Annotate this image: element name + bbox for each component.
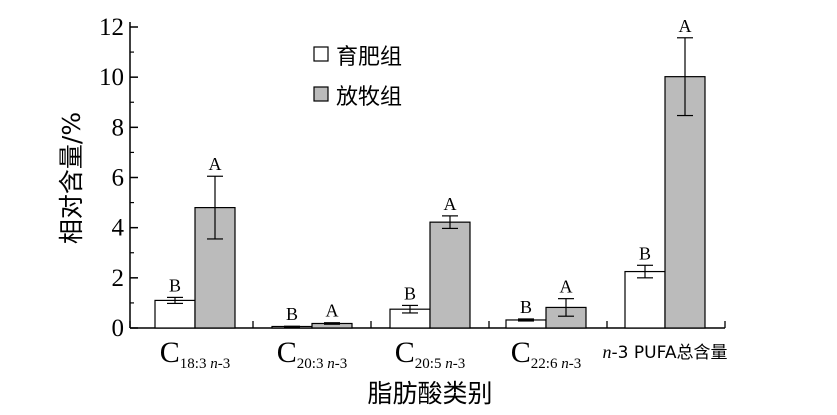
y-tick-label-4: 4 [112,215,125,242]
sig-label-s1-c1: B [169,275,181,295]
legend-swatch-series-1 [313,46,329,62]
x-tick-label-1: C18:3 n-3 [160,336,230,372]
sig-label-s1-c3: B [404,283,416,303]
x-tick-label-2: C20:3 n-3 [277,336,347,372]
y-tick-label-8: 8 [112,114,125,141]
sig-label-s2-c4: A [560,277,573,297]
legend-swatch-series-2 [313,86,329,102]
labels-layer: 0 2 4 6 8 10 12 B B B B B A A A A A C18:3 n-3 C20:3 n-3 C20… [99,14,727,372]
x-tick-label-3: C20:5 n-3 [395,336,465,372]
bar-s2-c3 [429,221,471,329]
bar-s1-c5 [624,270,666,329]
x-tick-label-4: C22:6 n-3 [511,336,581,372]
y-tick-label-12: 12 [99,14,124,41]
sig-label-s1-c4: B [520,297,532,317]
y-tick-label-6: 6 [112,165,125,192]
y-tick-label-10: 10 [99,64,124,91]
sig-label-s1-c2: B [286,304,298,324]
y-tick-label-2: 2 [112,265,125,292]
x-tick-label-5: n-3 PUFA总含量 [603,342,728,363]
sig-label-s2-c5: A [679,16,692,36]
legend: 育肥组 放牧组 [313,45,402,110]
sig-label-s2-c3: A [444,194,457,214]
y-tick-label-0: 0 [112,315,125,342]
legend-label-series-1: 育肥组 [336,45,402,70]
bars-layer [154,37,706,329]
sig-label-s2-c2: A [326,301,339,321]
x-axis-label: 脂肪酸类别 [367,379,492,408]
sig-label-s2-c1: A [209,154,222,174]
sig-label-s1-c5: B [639,243,651,263]
bar-s2-c5 [664,76,706,329]
bar-s1-c1 [154,299,196,329]
y-axis-label: 相对含量/% [57,112,86,244]
legend-label-series-2: 放牧组 [336,85,402,110]
